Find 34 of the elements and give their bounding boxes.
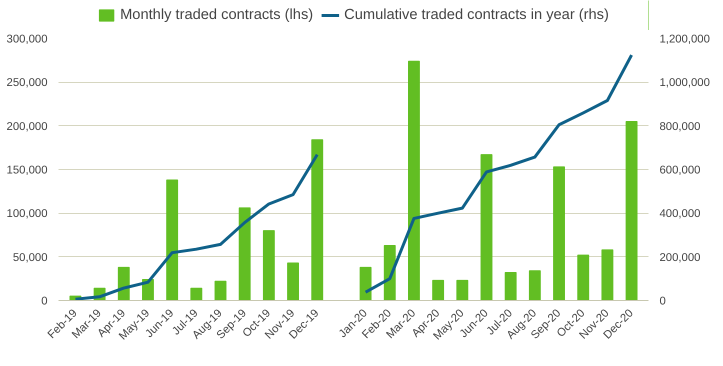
- y2-tick-label: 1,200,000: [660, 34, 710, 46]
- bar: [214, 280, 226, 300]
- y2-tick-label: 0: [660, 296, 666, 308]
- bar: [601, 249, 614, 300]
- y2-tick-label: 600,000: [660, 164, 700, 176]
- y-tick-label: 50,000: [12, 252, 48, 264]
- y-tick-label: 0: [41, 296, 48, 308]
- bar: [480, 154, 492, 300]
- y2-tick-label: 400,000: [660, 208, 700, 220]
- bar: [311, 139, 324, 300]
- bar: [553, 166, 565, 300]
- bar: [360, 266, 372, 300]
- bar: [577, 254, 590, 300]
- y2-tick-label: 1,000,000: [660, 77, 710, 90]
- bar: [432, 280, 444, 300]
- bar: [504, 272, 517, 300]
- bar: [456, 280, 468, 300]
- legend-label: Cumulative traded contracts in year (rhs): [344, 7, 609, 23]
- bar: [528, 270, 541, 300]
- y-tick-label: 150,000: [6, 164, 48, 176]
- legend-label: Monthly traded contracts (lhs): [120, 7, 314, 23]
- bar: [238, 207, 251, 300]
- bar: [190, 288, 202, 300]
- y2-tick-label: 800,000: [660, 120, 700, 133]
- y-tick-label: 300,000: [6, 34, 48, 46]
- y-tick-label: 200,000: [6, 120, 48, 133]
- bar: [262, 230, 275, 300]
- bar: [287, 262, 299, 300]
- y2-tick-label: 200,000: [660, 252, 700, 264]
- bar: [626, 120, 638, 300]
- bar: [408, 60, 420, 300]
- y-tick-label: 250,000: [6, 77, 48, 90]
- bar: [166, 179, 178, 300]
- y-tick-label: 100,000: [6, 208, 48, 220]
